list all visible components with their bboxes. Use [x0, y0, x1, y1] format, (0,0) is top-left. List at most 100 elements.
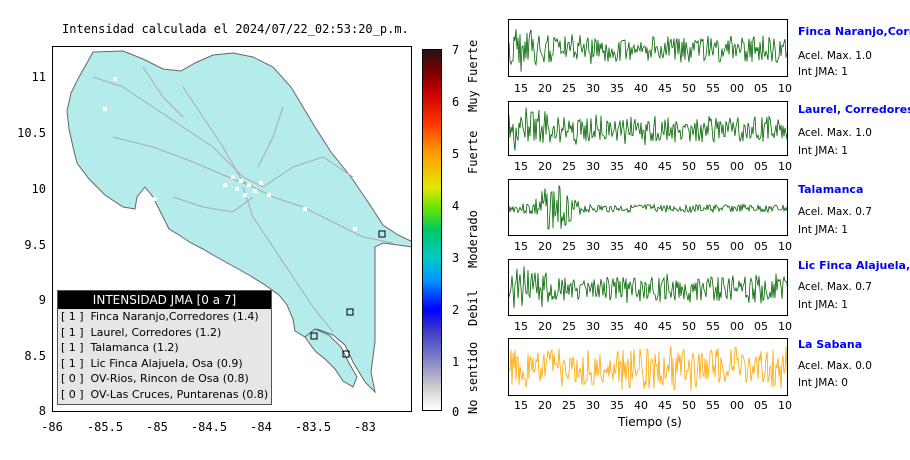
legend-text: Talamanca (1.2)	[90, 341, 179, 354]
station-jma: Int JMA: 0	[798, 377, 848, 389]
legend-row: [ 1 ] Lic Finca Alajuela, Osa (0.9)	[58, 356, 271, 372]
time-tick-label: 40	[634, 160, 648, 173]
time-tick-label: 55	[706, 399, 720, 412]
station-accel: Acel. Max. 1.0	[798, 127, 872, 139]
legend-text: Lic Finca Alajuela, Osa (0.9)	[90, 356, 243, 370]
station-accel: Acel. Max. 1.0	[798, 50, 872, 62]
time-tick-label: 30	[586, 399, 600, 412]
time-tick-label: 40	[634, 399, 648, 412]
time-tick-label: 55	[706, 240, 720, 253]
road-network	[92, 66, 394, 333]
time-tick-label: 15	[514, 240, 528, 253]
station-accel: Acel. Max. 0.7	[798, 206, 872, 218]
time-tick-label: 30	[586, 240, 600, 253]
station-name: Finca Naranjo,Corredor	[798, 25, 910, 38]
legend-row: [ 1 ] Laurel, Corredores (1.2)	[58, 325, 271, 341]
waveform	[509, 29, 787, 72]
station-accel: Acel. Max. 0.7	[798, 281, 872, 293]
waveform	[509, 345, 787, 391]
legend-row: [ 1 ] Talamanca (1.2)	[58, 340, 271, 356]
time-tick-label: 25	[562, 160, 576, 173]
trace-panel	[508, 19, 788, 77]
trace-panel	[508, 259, 788, 316]
colorbar-category: Debil	[466, 289, 480, 326]
time-tick-label: 00	[730, 399, 744, 412]
time-tick-label: 10	[778, 399, 792, 412]
legend-text: OV-Rios, Rincon de Osa (0.8)	[90, 372, 249, 385]
colorbar-tick: 7	[452, 43, 460, 57]
y-tick: 10	[31, 182, 46, 196]
legend-text: OV-Las Cruces, Puntarenas (0.8)	[90, 387, 269, 401]
time-tick-label: 20	[538, 82, 552, 95]
waveform	[509, 107, 787, 151]
x-tick: -85	[146, 420, 168, 434]
colorbar-tick: 6	[452, 95, 460, 109]
colorbar-tick: 1	[452, 355, 460, 369]
time-tick-label: 50	[682, 82, 696, 95]
waveform-line	[509, 185, 787, 230]
map-title: Intensidad calculada el 2024/07/22_02:53…	[62, 22, 409, 36]
time-tick-label: 40	[634, 82, 648, 95]
time-tick-label: 05	[754, 160, 768, 173]
waveform-line	[509, 29, 787, 72]
city-markers	[103, 77, 357, 231]
station-name: Laurel, Corredores	[798, 103, 910, 116]
colorbar-category: No sentido	[466, 341, 480, 414]
trace-panel	[508, 101, 788, 156]
station-jma: Int JMA: 1	[798, 145, 848, 157]
station-accel: Acel. Max. 0.0	[798, 360, 872, 372]
time-tick-label: 10	[778, 320, 792, 333]
waveform-line	[509, 266, 787, 309]
time-tick-label: 25	[562, 399, 576, 412]
x-tick: -85.5	[86, 420, 124, 434]
y-tick: 8	[38, 404, 46, 418]
time-tick-label: 50	[682, 160, 696, 173]
legend-text: Finca Naranjo,Corredores (1.4)	[90, 310, 259, 323]
time-axis-title: Tiempo (s)	[618, 415, 682, 429]
y-tick: 9	[38, 293, 46, 307]
legend-level: [ 1 ]	[61, 310, 84, 323]
time-tick-label: 10	[778, 240, 792, 253]
time-tick-label: 10	[778, 160, 792, 173]
colorbar-tick: 2	[452, 303, 460, 317]
y-tick: 8.5	[24, 349, 46, 363]
station-jma: Int JMA: 1	[798, 224, 848, 236]
time-tick-label: 00	[730, 240, 744, 253]
time-tick-label: 35	[610, 240, 624, 253]
station-name: Talamanca	[798, 183, 864, 196]
intensity-colorbar	[422, 49, 442, 411]
legend-level: [ 1 ]	[61, 325, 84, 339]
station-jma: Int JMA: 1	[798, 66, 848, 78]
colorbar-category: Moderado	[466, 210, 480, 268]
time-tick-label: 20	[538, 399, 552, 412]
legend-level: [ 0 ]	[61, 372, 84, 385]
colorbar-tick: 4	[452, 199, 460, 213]
y-tick: 10.5	[17, 126, 46, 140]
station-name: La Sabana	[798, 338, 863, 351]
time-tick-label: 45	[658, 160, 672, 173]
time-tick-label: 05	[754, 320, 768, 333]
time-tick-label: 40	[634, 240, 648, 253]
x-tick: -83.5	[294, 420, 332, 434]
time-tick-label: 10	[778, 82, 792, 95]
colorbar-tick: 0	[452, 405, 460, 419]
time-tick-label: 45	[658, 82, 672, 95]
time-tick-label: 05	[754, 82, 768, 95]
time-tick-label: 20	[538, 240, 552, 253]
time-tick-label: 15	[514, 320, 528, 333]
time-tick-label: 35	[610, 160, 624, 173]
station-jma: Int JMA: 1	[798, 299, 848, 311]
trace-panel	[508, 338, 788, 396]
legend-row: [ 0 ] OV-Las Cruces, Puntarenas (0.8)	[58, 387, 271, 403]
time-tick-label: 30	[586, 320, 600, 333]
time-tick-label: 40	[634, 320, 648, 333]
time-tick-label: 20	[538, 320, 552, 333]
waveform	[509, 266, 787, 309]
time-tick-label: 35	[610, 82, 624, 95]
land-area	[66, 50, 411, 394]
waveform	[509, 185, 787, 230]
time-tick-label: 15	[514, 82, 528, 95]
time-tick-label: 05	[754, 240, 768, 253]
osa-peninsula	[304, 328, 358, 388]
trace-panel	[508, 179, 788, 236]
